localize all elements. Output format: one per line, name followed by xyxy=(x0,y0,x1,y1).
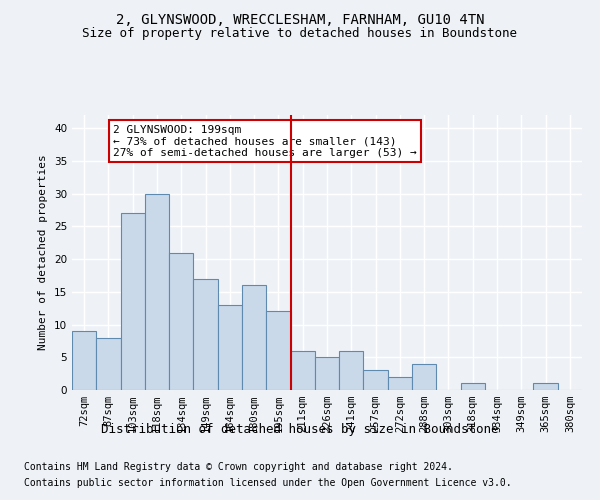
Text: 2 GLYNSWOOD: 199sqm
← 73% of detached houses are smaller (143)
27% of semi-detac: 2 GLYNSWOOD: 199sqm ← 73% of detached ho… xyxy=(113,125,417,158)
Bar xyxy=(169,252,193,390)
Text: Distribution of detached houses by size in Boundstone: Distribution of detached houses by size … xyxy=(101,422,499,436)
Text: 2, GLYNSWOOD, WRECCLESHAM, FARNHAM, GU10 4TN: 2, GLYNSWOOD, WRECCLESHAM, FARNHAM, GU10… xyxy=(116,12,484,26)
Bar xyxy=(461,384,485,390)
Bar xyxy=(339,350,364,390)
Bar xyxy=(412,364,436,390)
Text: Contains public sector information licensed under the Open Government Licence v3: Contains public sector information licen… xyxy=(24,478,512,488)
Y-axis label: Number of detached properties: Number of detached properties xyxy=(38,154,49,350)
Text: Size of property relative to detached houses in Boundstone: Size of property relative to detached ho… xyxy=(83,28,517,40)
Bar xyxy=(388,377,412,390)
Bar xyxy=(533,384,558,390)
Bar xyxy=(242,285,266,390)
Bar xyxy=(121,213,145,390)
Bar xyxy=(364,370,388,390)
Bar xyxy=(72,331,96,390)
Text: Contains HM Land Registry data © Crown copyright and database right 2024.: Contains HM Land Registry data © Crown c… xyxy=(24,462,453,472)
Bar xyxy=(315,358,339,390)
Bar xyxy=(193,278,218,390)
Bar xyxy=(218,305,242,390)
Bar xyxy=(145,194,169,390)
Bar xyxy=(290,350,315,390)
Bar xyxy=(266,312,290,390)
Bar xyxy=(96,338,121,390)
